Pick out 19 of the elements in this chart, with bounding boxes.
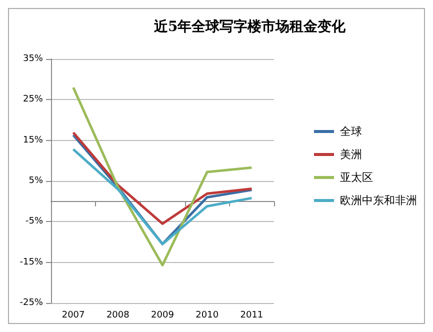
x-tick-label: 2008 xyxy=(106,310,130,320)
y-tick-label: 25% xyxy=(22,94,44,105)
y-tick-label: -15% xyxy=(20,257,44,268)
y-tick-label: 15% xyxy=(22,135,44,146)
legend-label: 全球 xyxy=(340,125,362,138)
y-tick-label: -5% xyxy=(25,216,44,227)
x-tick-label: 2007 xyxy=(62,310,85,320)
legend-label: 欧洲中东和非洲 xyxy=(340,194,417,207)
y-tick-label: 5% xyxy=(28,176,44,186)
x-tick-label: 2009 xyxy=(151,310,174,320)
x-tick-label: 2011 xyxy=(240,310,264,320)
y-tick-label: -25% xyxy=(20,298,44,308)
chart-title: 近5年全球写字楼市场租金变化 xyxy=(153,18,347,35)
x-tick-label: 2010 xyxy=(196,310,219,320)
line-series xyxy=(72,131,253,225)
y-tick-label: 35% xyxy=(22,54,44,64)
legend-label: 美洲 xyxy=(340,148,362,161)
line-series xyxy=(72,86,253,266)
legend-label: 亚太区 xyxy=(340,171,373,184)
